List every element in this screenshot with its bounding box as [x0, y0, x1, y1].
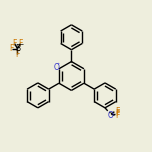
Text: ⁺: ⁺ [57, 63, 60, 68]
Text: F: F [12, 39, 17, 48]
Text: F: F [15, 50, 20, 59]
Text: B: B [15, 44, 20, 53]
Text: F: F [116, 109, 120, 118]
Text: F: F [18, 39, 22, 48]
Text: −: − [18, 42, 23, 47]
Text: O: O [108, 111, 114, 120]
Text: F: F [115, 107, 120, 116]
Text: F: F [115, 111, 120, 120]
Text: O: O [54, 63, 59, 72]
Text: F: F [10, 44, 14, 53]
